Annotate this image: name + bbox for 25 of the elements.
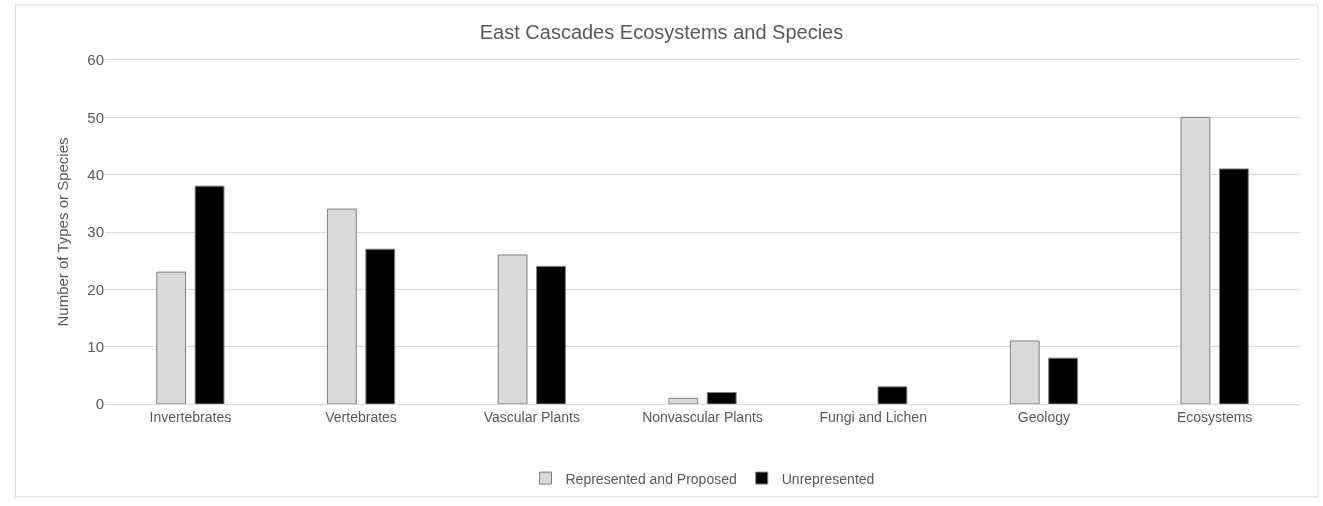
bar bbox=[1218, 168, 1249, 404]
y-tick-label: 40 bbox=[87, 165, 104, 183]
x-tick-label: Geology bbox=[1017, 408, 1071, 425]
x-tick-label: Fungi and Lichen bbox=[819, 408, 927, 425]
chart-title: East Cascades Ecosystems and Species bbox=[479, 21, 844, 44]
y-tick-label: 60 bbox=[87, 51, 104, 69]
y-tick-label: 50 bbox=[87, 108, 104, 126]
y-tick-label: 0 bbox=[95, 395, 104, 413]
x-tick-label: Vertebrates bbox=[325, 408, 397, 425]
y-tick-label: 30 bbox=[87, 223, 104, 241]
x-tick-label: Ecosystems bbox=[1176, 408, 1253, 425]
x-tick-label: Invertebrates bbox=[149, 408, 232, 425]
y-axis-title: Number of Types or Species bbox=[53, 137, 71, 327]
y-tick-label: 20 bbox=[87, 280, 104, 298]
bar bbox=[1048, 357, 1079, 404]
bar bbox=[536, 265, 566, 404]
legend-label: Unrepresented bbox=[781, 470, 875, 487]
bar bbox=[365, 248, 396, 404]
bar bbox=[706, 392, 737, 404]
bar bbox=[877, 386, 908, 404]
y-tick-label: 10 bbox=[87, 337, 104, 355]
legend-label: Represented and Proposed bbox=[565, 470, 737, 487]
x-tick-label: Nonvascular Plants bbox=[642, 408, 763, 425]
bar bbox=[194, 185, 225, 404]
x-tick-label: Vascular Plants bbox=[483, 408, 580, 425]
